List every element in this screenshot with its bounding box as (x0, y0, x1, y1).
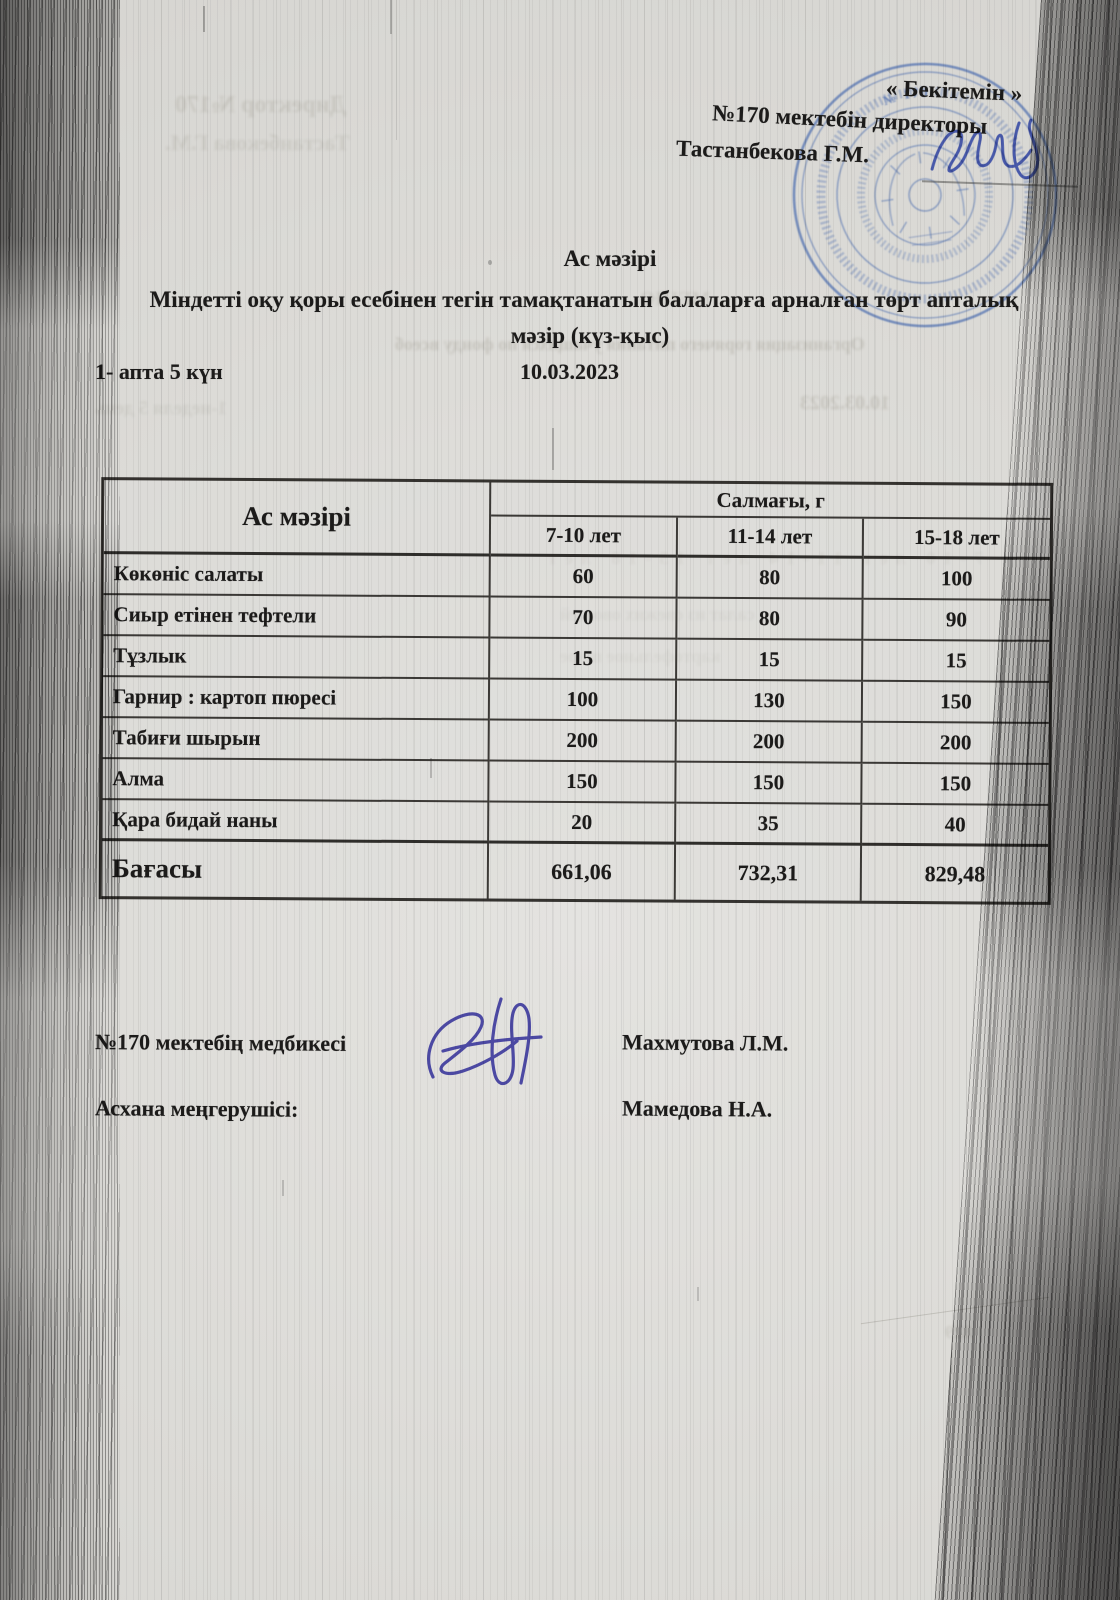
dish-cell: Табиғи шырын (102, 718, 490, 762)
scan-scratch (203, 6, 205, 32)
table-header-age-2: 11-14 лет (677, 517, 865, 559)
value-cell: 15 (677, 639, 864, 682)
total-value-cell: 732,31 (675, 844, 863, 901)
value-cell: 20 (489, 802, 677, 845)
value-cell: 200 (489, 720, 677, 763)
total-value-cell: 829,48 (924, 860, 986, 887)
value-cell: 40 (862, 804, 1049, 847)
nurse-signature (427, 997, 543, 1086)
value-cell: 200 (862, 722, 1049, 765)
table-header-weight: Салмағы, г (491, 482, 1051, 520)
bleed-through-line (860, 1296, 1050, 1325)
value-cell: 150 (489, 761, 677, 804)
scan-speck (488, 260, 492, 265)
dish-cell: Тұзлык (103, 636, 491, 680)
bleed-through-text: 1-неделя 5 день (95, 398, 227, 419)
bleed-through-text: Тастанбекова Г.М. (165, 130, 350, 155)
scan-scratch (697, 1287, 699, 1301)
scan-scratch (430, 758, 432, 778)
value-cell: 80 (677, 557, 864, 600)
signatory-role-nurse: №170 мектебің медбикесі (94, 1029, 347, 1056)
total-value-cell: 661,06 (488, 843, 677, 900)
value-cell: 15 (863, 640, 1050, 683)
scan-scratch (552, 428, 554, 470)
page-title: Ас мәзірі (563, 246, 657, 271)
value-cell: 15 (490, 638, 678, 681)
value-cell: 35 (676, 803, 863, 846)
dish-cell: Көкөніс салаты (103, 554, 491, 598)
value-cell: 70 (490, 597, 678, 640)
week-day-label: 1- апта 5 күн (95, 359, 223, 384)
total-label-cell: Бағасы (101, 841, 490, 899)
value-cell: 80 (677, 598, 864, 641)
approval-director-name: Тастанбекова Г.М. (675, 135, 870, 168)
value-cell: 100 (863, 558, 1050, 601)
value-cell: 150 (862, 763, 1049, 806)
value-cell: 100 (489, 679, 678, 722)
subtitle-line-2: мәзір (күз-қыс) (510, 323, 670, 348)
scan-scratch (390, 0, 392, 34)
dish-cell: Сиыр етінен тефтели (103, 595, 491, 639)
value-cell: 90 (863, 599, 1050, 642)
bleed-through-text: 829 (945, 1322, 972, 1342)
bleed-through-text: 10.03.2023 (800, 392, 890, 414)
bleed-through-text: Директор №170 (175, 92, 347, 118)
table-header-age-1: 7-10 лет (490, 516, 679, 558)
menu-date: 10.03.2023 (520, 359, 619, 384)
value-cell: 60 (490, 556, 678, 599)
scan-scratch (396, 0, 397, 140)
signatory-role-canteen: Асхана меңгерушісі: (94, 1095, 299, 1122)
signatory-name-canteen: Мамедова Н.А. (621, 1095, 773, 1122)
subtitle-line-1: Міндетті оқу қоры есебінен тегін тамақта… (149, 287, 1019, 312)
scan-scratch (282, 1180, 284, 1196)
value-cell: 130 (676, 680, 864, 723)
value-cell: 150 (862, 681, 1050, 724)
table-header-age-3: 15-18 лет (863, 518, 1051, 560)
menu-table: Ас мәзірі Салмағы, г 7-10 лет 11-14 лет … (98, 477, 1054, 905)
value-cell: 200 (676, 721, 863, 764)
value-cell: 150 (676, 762, 863, 805)
signatory-name-nurse: Махмутова Л.М. (621, 1029, 789, 1056)
table-header-menu: Ас мәзірі (103, 480, 492, 557)
dish-cell: Қара бидай наны (102, 800, 490, 844)
dish-cell: Гарнир : картоп пюресі (102, 677, 491, 721)
